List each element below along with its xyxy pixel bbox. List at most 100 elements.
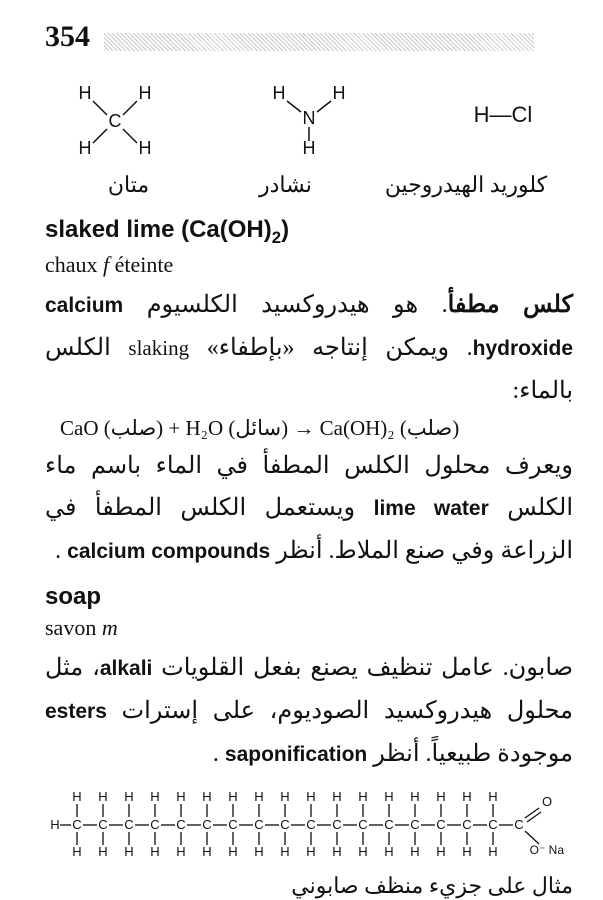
svg-text:H: H [139, 83, 152, 103]
svg-text:C: C [306, 817, 315, 832]
svg-text:C: C [384, 817, 393, 832]
hcl-formula: H—Cl [474, 102, 533, 127]
diagram-captions: متان نشادر كلوريد الهيدروجين [50, 172, 568, 198]
svg-text:H: H [333, 83, 346, 103]
ammonia-diagram: N H H H [244, 79, 374, 164]
e2-en3: saponification [225, 743, 367, 766]
svg-text:C: C [72, 817, 81, 832]
svg-text:N: N [303, 108, 316, 128]
svg-text:H: H [98, 844, 107, 859]
svg-text:O: O [542, 794, 552, 809]
entry1-head-sub: 2 [272, 228, 281, 247]
svg-text:C: C [176, 817, 185, 832]
svg-text:H: H [306, 789, 315, 804]
hcl-caption: كلوريد الهيدروجين [364, 172, 568, 198]
methane-diagram: C H H H H [50, 79, 180, 164]
svg-text:C: C [410, 817, 419, 832]
svg-text:C: C [202, 817, 211, 832]
svg-text:C: C [436, 817, 445, 832]
svg-text:H: H [436, 789, 445, 804]
svg-text:H: H [124, 844, 133, 859]
entry2-body: صابون. عامل تنظيف يصنع بفعل القلويات alk… [45, 647, 573, 776]
svg-text:H: H [228, 789, 237, 804]
entry1-body2: ويعرف محلول الكلس المطفأ في الماء باسم م… [45, 445, 573, 573]
entry1-head-post: ) [281, 216, 289, 243]
svg-text:H: H [384, 789, 393, 804]
e2-ar3: موجودة طبيعياً. أنظر [373, 741, 573, 767]
svg-text:C: C [109, 111, 122, 131]
entry2-french: savon m [45, 615, 573, 641]
svg-text:C: C [488, 817, 497, 832]
methane-caption: متان [50, 172, 207, 198]
svg-text:H: H [462, 789, 471, 804]
header-hatch [104, 33, 534, 51]
svg-text:C: C [332, 817, 341, 832]
svg-text:H: H [124, 789, 133, 804]
e2-comma: ، [92, 655, 100, 681]
svg-text:H: H [488, 789, 497, 804]
svg-text:H: H [332, 844, 341, 859]
svg-text:H: H [79, 83, 92, 103]
svg-text:H: H [358, 844, 367, 859]
svg-text:C: C [150, 817, 159, 832]
svg-text:C: C [254, 817, 263, 832]
svg-text:H: H [410, 789, 419, 804]
svg-text:H: H [79, 138, 92, 158]
e1-ar5: بالماء: [513, 378, 573, 404]
svg-text:H: H [72, 789, 81, 804]
entry2-head: soap [45, 583, 573, 611]
svg-text:H: H [358, 789, 367, 804]
svg-text:H: H [488, 844, 497, 859]
svg-text:C: C [462, 817, 471, 832]
svg-text:O⁻ Na⁺: O⁻ Na⁺ [530, 843, 565, 857]
e1-ar3: . ويمكن إنتاجه «بإطفاء» [207, 335, 473, 361]
svg-text:C: C [124, 817, 133, 832]
svg-text:H: H [384, 844, 393, 859]
svg-text:H: H [462, 844, 471, 859]
e1-en1: calcium [45, 294, 123, 317]
svg-text:C: C [98, 817, 107, 832]
svg-text:H: H [150, 844, 159, 859]
svg-text:H: H [176, 789, 185, 804]
svg-text:H: H [98, 789, 107, 804]
e1-ar4: الكلس [45, 335, 111, 361]
svg-text:H: H [50, 817, 59, 832]
svg-text:H: H [254, 789, 263, 804]
svg-text:H: H [306, 844, 315, 859]
soap-chain-caption: مثال على جزيء منظف صابوني [45, 873, 573, 899]
svg-text:H: H [254, 844, 263, 859]
svg-text:H: H [332, 789, 341, 804]
svg-text:H: H [273, 83, 286, 103]
e1-en5: calcium compounds [67, 540, 270, 563]
svg-text:H: H [72, 844, 81, 859]
svg-text:C: C [228, 817, 237, 832]
page-number: 354 [45, 20, 90, 54]
e1-en3: slaking [128, 336, 189, 360]
hcl-diagram: H—Cl [438, 79, 568, 164]
svg-text:H: H [436, 844, 445, 859]
soap-chain-diagram: H HCH HCH HCH HCH HCH HCH HCH HCH HCH HC… [45, 784, 573, 869]
ammonia-caption: نشادر [207, 172, 364, 198]
e1-ar2: . هو هيدروكسيد الكلسيوم [147, 292, 448, 318]
svg-text:H: H [410, 844, 419, 859]
svg-text:H: H [228, 844, 237, 859]
svg-text:H: H [139, 138, 152, 158]
svg-text:C: C [358, 817, 367, 832]
entry1-body: كلس مطفأ. هو هيدروكسيد الكلسيوم calcium … [45, 284, 573, 412]
svg-text:H: H [280, 789, 289, 804]
e1-en2: hydroxide [473, 337, 573, 360]
entry1-head-pre: slaked lime (Ca(OH) [45, 216, 272, 243]
svg-text:H: H [176, 844, 185, 859]
svg-text:H: H [280, 844, 289, 859]
svg-text:H: H [202, 789, 211, 804]
svg-text:H: H [150, 789, 159, 804]
entry1-equation: CaO (صلب) + H₂O (سائل) → Ca(OH)₂ (صلب) [60, 416, 573, 441]
e2-en2: esters [45, 700, 107, 723]
e1-ar1: كلس مطفأ [448, 292, 573, 318]
e2-ar1: صابون. عامل تنظيف يصنع بفعل القلويات [161, 655, 573, 681]
e2-en1: alkali [100, 657, 153, 680]
svg-text:C: C [280, 817, 289, 832]
molecule-diagrams: C H H H H N H H H [50, 79, 568, 164]
svg-text:C: C [514, 817, 523, 832]
e1-ar8: صنع الملاط. أنظر [276, 538, 445, 564]
